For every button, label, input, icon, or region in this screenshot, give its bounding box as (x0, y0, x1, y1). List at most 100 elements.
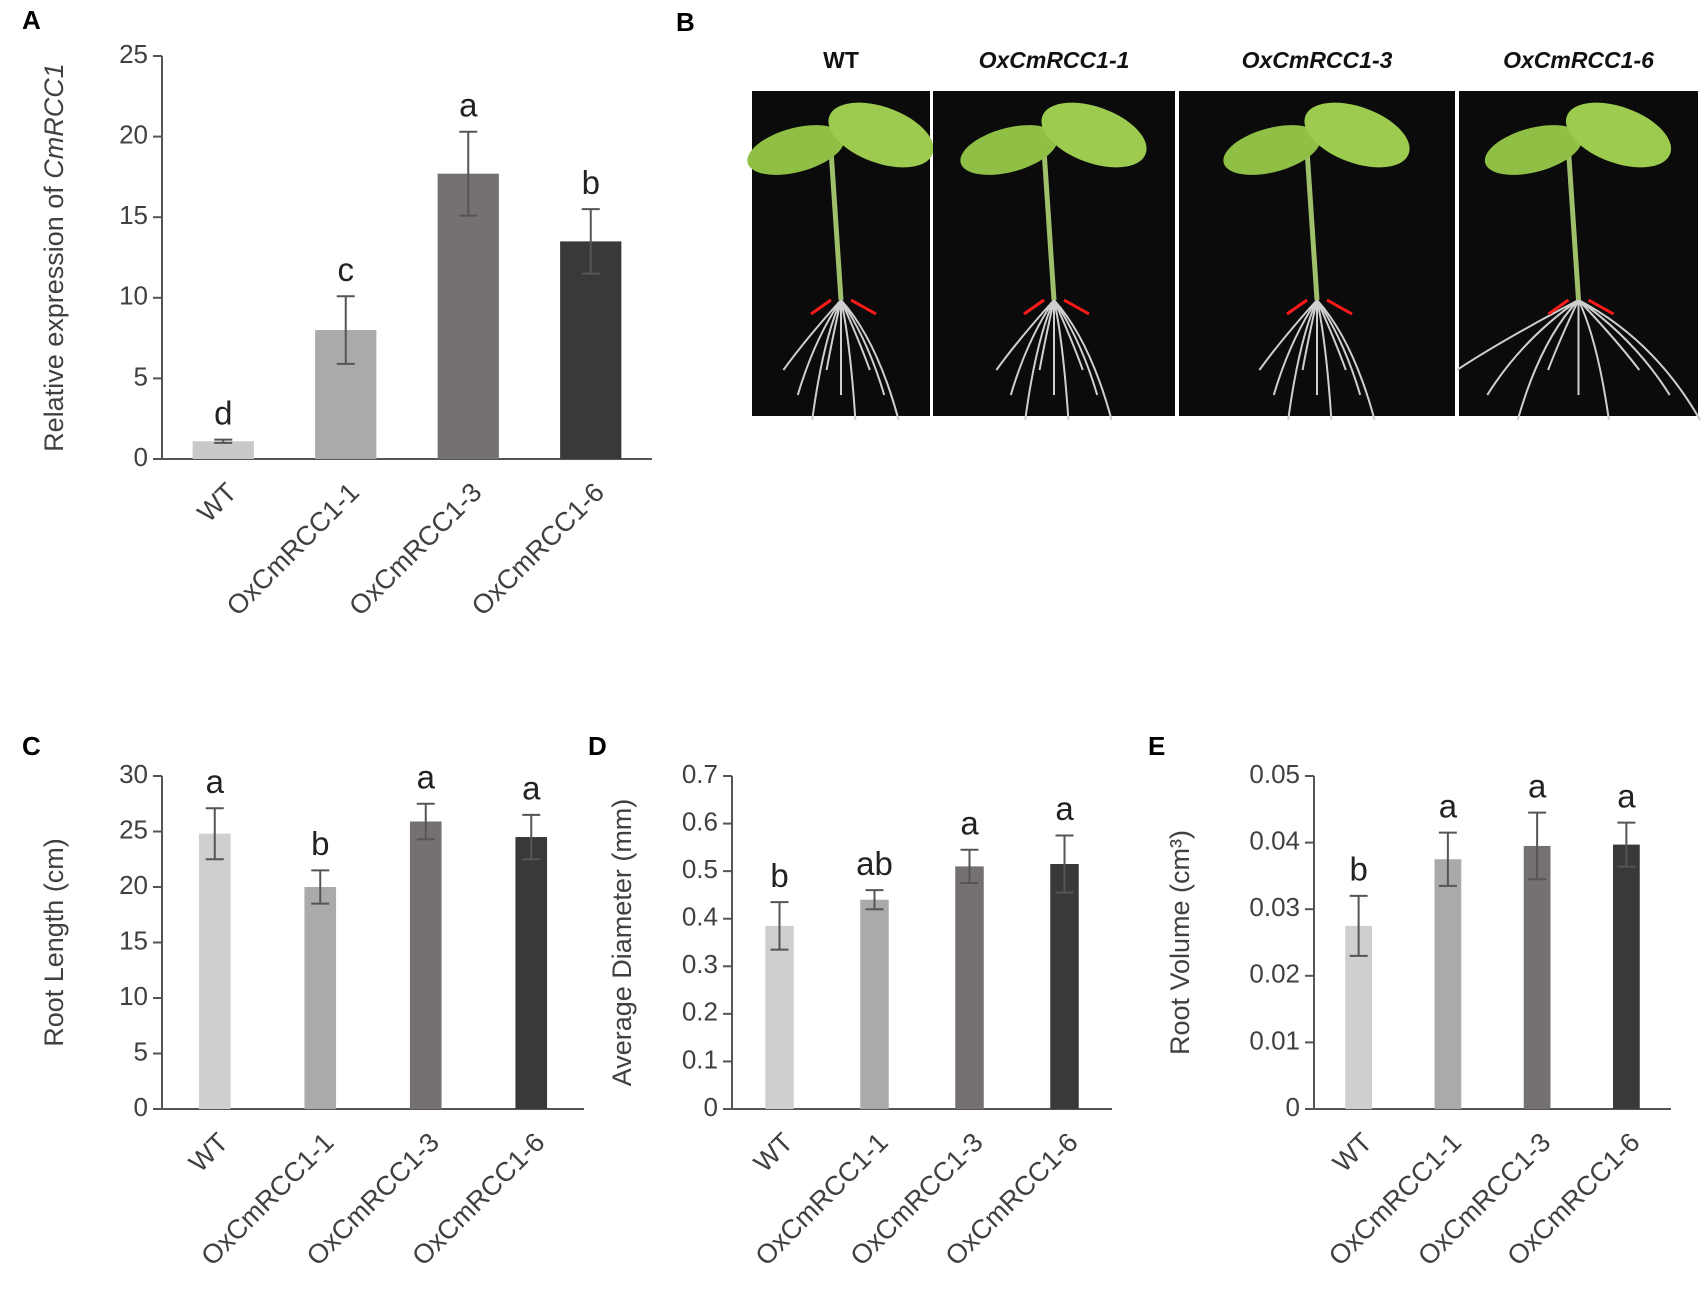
photo-caption: OxCmRCC1-3 (1242, 47, 1393, 73)
root (840, 299, 886, 396)
y-axis-label: Relative expression of CmRCC1 (39, 63, 69, 452)
bar (1050, 864, 1079, 1109)
photo-caption: WT (823, 47, 859, 73)
error-bar (522, 813, 541, 861)
root (1258, 299, 1318, 371)
root (1577, 299, 1610, 421)
x-tick-label: OxCmRCC1-6 (466, 477, 610, 621)
root (1272, 299, 1318, 396)
leaf (1484, 125, 1583, 175)
significance-letter: d (214, 394, 232, 431)
root (1577, 299, 1641, 371)
root (1053, 299, 1084, 371)
y-tick-label: 0.01 (1249, 1025, 1300, 1055)
root (1316, 299, 1333, 421)
root (1053, 299, 1113, 421)
root (1038, 299, 1055, 371)
error-bar (416, 802, 435, 841)
y-axis-label-text: Root Volume (cm³) (1165, 830, 1195, 1055)
bar (409, 821, 442, 1109)
error-bar (214, 438, 233, 444)
bar (955, 866, 984, 1109)
stem (1041, 149, 1057, 301)
x-tick-label: WT (1327, 1127, 1378, 1178)
root (1577, 299, 1671, 396)
panel-label: B (676, 7, 695, 37)
y-tick-label: 0.1 (682, 1044, 718, 1074)
y-tick-label: 0 (134, 442, 148, 472)
error-bar (1349, 894, 1368, 957)
y-tick-label: 15 (119, 200, 148, 230)
error-bar (1055, 834, 1074, 894)
arrow (1547, 298, 1615, 316)
y-tick-label: 0 (1286, 1092, 1300, 1122)
y-tick-label: 0.6 (682, 806, 718, 836)
bar (560, 241, 622, 459)
y-axis-label-text: Root Length (cm) (39, 838, 69, 1047)
significance-letter: a (459, 86, 478, 123)
bar (304, 887, 337, 1109)
photo-panel: WT OxCmRCC1-1 OxCmRCC1-3 OxCmRCC1-6 (747, 47, 1701, 421)
y-tick-label: 0.4 (682, 902, 718, 932)
y-tick-label: 5 (134, 1036, 148, 1066)
y-axis-label-text: Relative expression of (39, 179, 69, 452)
root (1287, 299, 1318, 421)
y-tick-label: 20 (119, 870, 148, 900)
y-tick-label: 5 (134, 361, 148, 391)
panel-label: C (22, 731, 41, 761)
y-tick-label: 0.02 (1249, 959, 1300, 989)
y-tick-label: 0.5 (682, 854, 718, 884)
root (825, 299, 842, 371)
root (1516, 299, 1580, 421)
root (1053, 299, 1070, 421)
root (782, 299, 842, 371)
bar (860, 899, 889, 1109)
significance-letter: b (1349, 851, 1367, 888)
y-tick-label: 10 (119, 281, 148, 311)
root (811, 299, 842, 421)
significance-letter: c (338, 251, 355, 288)
leaf (1041, 102, 1147, 168)
photo-caption: OxCmRCC1-1 (979, 47, 1130, 73)
root (1009, 299, 1055, 396)
y-tick-label: 0 (704, 1092, 718, 1122)
y-tick-label: 0 (134, 1092, 148, 1122)
significance-letter: a (206, 763, 225, 800)
root (840, 299, 871, 371)
root (1486, 299, 1580, 396)
bar (515, 837, 548, 1109)
panel-label: A (22, 5, 41, 35)
root (1053, 299, 1099, 396)
significance-letter: b (311, 825, 329, 862)
arrow (810, 298, 877, 316)
y-axis-label: Root Length (cm) (39, 838, 69, 1047)
root (840, 299, 857, 421)
significance-letter: a (1617, 777, 1636, 814)
y-axis-label: Root Volume (cm³) (1165, 830, 1195, 1055)
error-bar (311, 869, 330, 905)
y-tick-label: 15 (119, 925, 148, 955)
y-tick-label: 25 (119, 39, 148, 69)
significance-letter: a (1055, 790, 1074, 827)
error-bar (960, 848, 979, 885)
root (1316, 299, 1376, 421)
y-axis-label-text: Average Diameter (mm) (607, 799, 637, 1087)
arrow (1023, 298, 1090, 316)
significance-letter: a (522, 770, 541, 807)
bar (1434, 859, 1462, 1109)
significance-letter: a (1528, 767, 1547, 804)
error-bar (865, 889, 884, 911)
significance-letter: a (417, 758, 436, 795)
significance-letter: b (770, 857, 788, 894)
bar (1523, 845, 1551, 1109)
leaf (828, 102, 934, 168)
error-bar (205, 807, 224, 861)
bar (192, 441, 254, 459)
y-tick-label: 0.05 (1249, 759, 1300, 789)
root (1301, 299, 1318, 371)
x-tick-label: WT (748, 1127, 799, 1178)
y-tick-label: 25 (119, 814, 148, 844)
leaf (960, 125, 1058, 175)
stem (828, 149, 844, 301)
